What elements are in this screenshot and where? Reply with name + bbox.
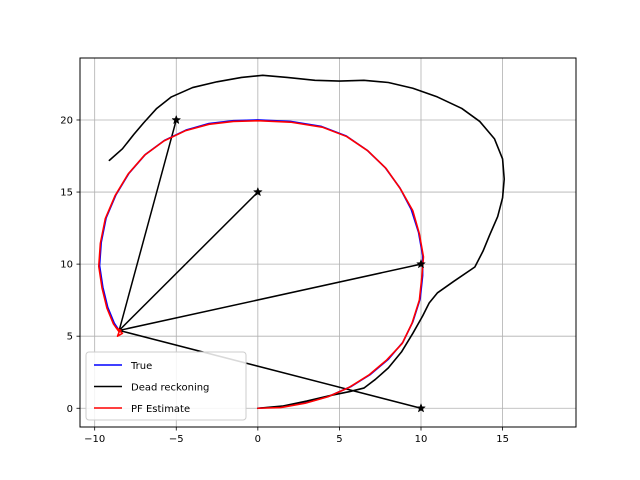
x-tick-label: 10 [415, 434, 428, 445]
series-line-pf-estimate [97, 119, 425, 410]
landmark-marker [252, 186, 263, 197]
landmark-marker [171, 114, 182, 125]
x-tick-label: 15 [496, 434, 509, 445]
x-tick-label: 5 [336, 434, 342, 445]
observation-line [118, 329, 422, 409]
legend-box [85, 351, 247, 421]
observation-line [118, 119, 177, 331]
x-tick-label: −5 [169, 434, 184, 445]
landmarks [171, 114, 426, 413]
series-lines [97, 74, 506, 410]
landmark-marker [416, 258, 426, 269]
legend: True Dead reckoning PF Estimate [85, 351, 247, 421]
y-tick-label: 15 [60, 188, 73, 199]
legend-label-dead-reckoning: Dead reckoning [131, 383, 209, 394]
axes-frame [79, 57, 577, 428]
observation-lines [118, 119, 422, 409]
y-tick-label: 20 [60, 115, 73, 126]
landmark-marker [416, 403, 426, 413]
y-tick-label: 5 [67, 332, 73, 343]
legend-label-true: True [130, 361, 152, 372]
y-tick-label: 10 [60, 260, 73, 271]
legend-label-pf-estimate: PF Estimate [131, 404, 190, 415]
x-tick-label: 0 [255, 434, 261, 445]
series-line-dead-reckoning [108, 74, 506, 410]
observation-line [118, 191, 259, 331]
x-tick-label: −10 [84, 434, 105, 445]
y-tick-label: 0 [67, 404, 73, 415]
observation-line [118, 263, 422, 332]
y-axis-ticks: 0 5 10 15 20 [60, 115, 80, 415]
x-axis-ticks: −10 −5 0 5 10 15 [84, 427, 509, 445]
